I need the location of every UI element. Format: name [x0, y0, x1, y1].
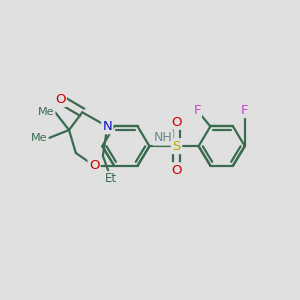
Text: O: O [89, 159, 99, 172]
Text: O: O [55, 93, 65, 106]
Text: F: F [241, 104, 249, 117]
Text: Et: Et [105, 172, 117, 185]
Text: NH: NH [154, 131, 172, 144]
Text: O: O [171, 116, 182, 128]
Text: Me: Me [38, 107, 54, 117]
Text: Me: Me [31, 133, 47, 143]
Text: S: S [172, 140, 181, 153]
Text: F: F [194, 104, 201, 117]
Text: N: N [102, 120, 112, 133]
Text: O: O [171, 164, 182, 176]
